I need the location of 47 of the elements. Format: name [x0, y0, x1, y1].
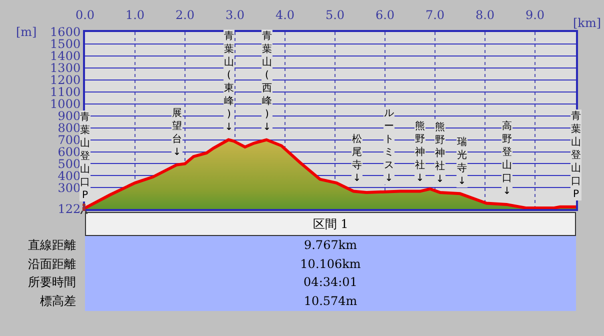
annotation: 青葉山(西峰)↓: [262, 30, 272, 133]
x-tick-label: 0.0: [75, 8, 95, 22]
x-tick-label: 9.0: [525, 8, 545, 22]
annotation: 青葉山登山口P: [80, 111, 90, 201]
y-tick-label: 700: [58, 132, 81, 147]
text: 直線距離: [28, 237, 76, 254]
y-tick-label: 400: [58, 168, 81, 183]
annotation: 青葉山登山口P: [571, 110, 581, 200]
annotation: 展望台↓: [172, 108, 182, 158]
y-tick-label: 122: [58, 202, 81, 216]
x-tick-label: 5.0: [325, 8, 345, 22]
y-tick-label: 1000: [50, 97, 81, 112]
x-tick-label: 3.0: [225, 8, 245, 22]
x-tick-label: 8.0: [475, 8, 495, 22]
y-tick-label: 300: [58, 180, 81, 195]
annotation: 瑞光寺↓: [457, 136, 467, 187]
x-tick-label: 1.0: [125, 8, 145, 22]
y-tick-label: 800: [58, 121, 81, 136]
text: 標高差: [40, 292, 76, 310]
annotation: 松尾寺↓: [352, 133, 362, 184]
y-tick-label: 1500: [50, 37, 81, 52]
y-tick-label: 1600: [50, 25, 81, 40]
x-tick-label: 7.0: [425, 8, 445, 22]
text: 区間 1: [85, 212, 576, 236]
text: 04:34:01: [85, 273, 576, 292]
annotation: 熊野神社↓: [435, 121, 445, 185]
x-tick-label: 4.0: [275, 8, 295, 22]
y-tick-label: 1300: [50, 61, 81, 76]
annotation: 熊野神社↓: [415, 120, 425, 184]
text: 沿面距離: [28, 256, 76, 272]
y-tick-label: 1200: [50, 73, 81, 88]
x-tick-label: 6.0: [375, 8, 395, 22]
y-tick-label: 500: [58, 156, 81, 171]
annotation: 高野登山口↓: [502, 120, 512, 197]
text: 所要時間: [28, 274, 76, 291]
y-tick-label: 600: [58, 144, 81, 159]
text: 10.106km: [85, 254, 576, 274]
y-tick-label: 1100: [50, 85, 81, 100]
y-tick-label: 900: [58, 109, 81, 124]
annotation: 青葉山(東峰)↓: [224, 30, 234, 133]
text: 9.767km: [85, 236, 576, 255]
x-axis-title: [km]: [573, 16, 602, 30]
text: 10.574m: [85, 292, 576, 310]
x-tick-label: 2.0: [175, 8, 195, 22]
y-tick-label: 1400: [50, 49, 81, 64]
y-axis-title: [m]: [16, 25, 37, 39]
annotation: ルートミス↓: [384, 108, 394, 184]
